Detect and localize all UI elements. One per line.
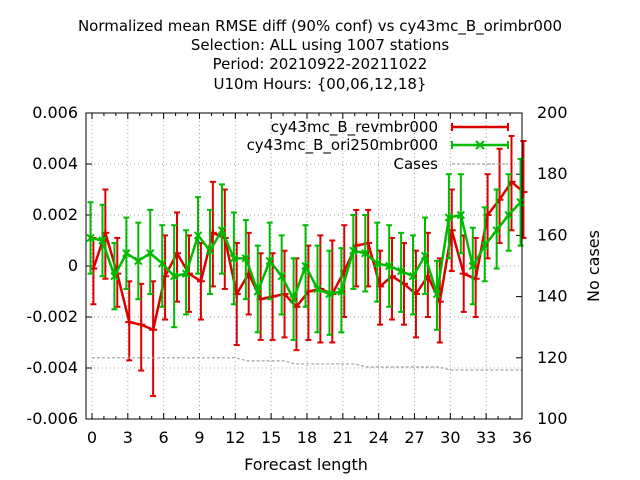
point-marker: [456, 210, 466, 220]
point-marker: [349, 246, 358, 255]
point-marker: [146, 249, 155, 258]
point-marker: [205, 246, 215, 255]
legend-label: cy43mc_B_revmbr000: [271, 118, 438, 137]
point-marker: [253, 287, 262, 296]
point-marker: [134, 256, 143, 266]
x-tick-label: 18: [297, 428, 317, 447]
chart-title-line-2: Selection: ALL using 1007 stations: [190, 36, 450, 54]
legend-label: cy43mc_B_ori250mbr000: [247, 136, 438, 155]
point-marker: [384, 261, 394, 271]
x-tick-label: 21: [333, 428, 353, 447]
point-marker: [432, 289, 442, 299]
point-marker: [420, 251, 430, 261]
y-tick-label: -0.002: [26, 307, 78, 326]
point-marker: [277, 271, 286, 281]
point-marker: [480, 241, 489, 250]
point-marker: [241, 254, 251, 263]
point-marker: [110, 271, 119, 281]
chart-title-line-3: Period: 20210922-20211022: [212, 55, 428, 73]
point-marker: [516, 198, 525, 207]
point-marker: [181, 269, 191, 278]
y2-tick-label: 180: [537, 164, 568, 183]
y-tick-label: 0.002: [32, 205, 78, 224]
x-tick-label: 12: [225, 428, 245, 447]
x-tick-label: 9: [194, 428, 204, 447]
y2-tick-label: 120: [537, 348, 568, 367]
point-marker: [169, 271, 179, 281]
point-marker: [98, 236, 107, 245]
point-marker: [396, 266, 406, 276]
point-marker: [504, 210, 513, 220]
legend-marker: [475, 140, 485, 150]
y2-tick-label: 100: [537, 409, 568, 428]
legend-label: Cases: [393, 155, 438, 173]
cases-line: [91, 357, 522, 371]
y2-tick-label: 140: [537, 287, 568, 306]
x-tick-label: 0: [87, 428, 97, 447]
y-tick-label: -0.006: [26, 409, 78, 428]
point-marker: [158, 259, 167, 268]
chart-title-line-4: U10m Hours: {00,06,12,18}: [213, 75, 427, 93]
point-marker: [229, 254, 239, 263]
point-marker: [217, 226, 227, 235]
legend: cy43mc_B_revmbr000cy43mc_B_ori250mbr000C…: [247, 118, 509, 173]
point-marker: [86, 233, 95, 243]
point-marker: [373, 259, 382, 268]
point-marker: [193, 231, 203, 240]
y-tick-label: 0: [68, 256, 78, 275]
x-tick-label: 33: [476, 428, 496, 447]
point-marker: [289, 294, 298, 304]
y-tick-label: 0.006: [32, 103, 78, 122]
x-tick-label: 24: [368, 428, 388, 447]
x-tick-label: 6: [159, 428, 169, 447]
point-marker: [408, 271, 418, 281]
series: [86, 134, 528, 398]
y-tick-label: 0.004: [32, 154, 78, 173]
point-marker: [325, 289, 334, 299]
chart-title-line-1: Normalized mean RMSE diff (90% conf) vs …: [77, 17, 563, 35]
y2-tick-label: 160: [537, 225, 568, 244]
point-marker: [361, 249, 370, 258]
x-tick-label: 3: [123, 428, 133, 447]
point-marker: [492, 226, 501, 235]
point-marker: [122, 249, 131, 258]
x-tick-label: 30: [440, 428, 460, 447]
point-marker: [337, 287, 346, 296]
point-marker: [468, 261, 477, 271]
x-tick-label: 15: [261, 428, 281, 447]
series-cy43mc_B_ori250mbr000: [86, 157, 525, 341]
x-axis-label: Forecast length: [244, 455, 368, 474]
series-Cases: [91, 357, 522, 371]
grid: [86, 112, 523, 420]
y-tick-label: -0.004: [26, 358, 78, 377]
x-tick-label: 27: [404, 428, 424, 447]
point-marker: [301, 261, 310, 271]
axis-ticks: -0.006-0.004-0.00200.0020.0040.006100120…: [26, 103, 567, 447]
y2-axis-label: No cases: [584, 230, 603, 302]
point-marker: [444, 213, 454, 222]
plot-frame: [85, 112, 523, 420]
y2-tick-label: 200: [537, 103, 568, 122]
point-marker: [265, 256, 274, 266]
point-marker: [313, 284, 322, 294]
x-tick-label: 36: [512, 428, 532, 447]
